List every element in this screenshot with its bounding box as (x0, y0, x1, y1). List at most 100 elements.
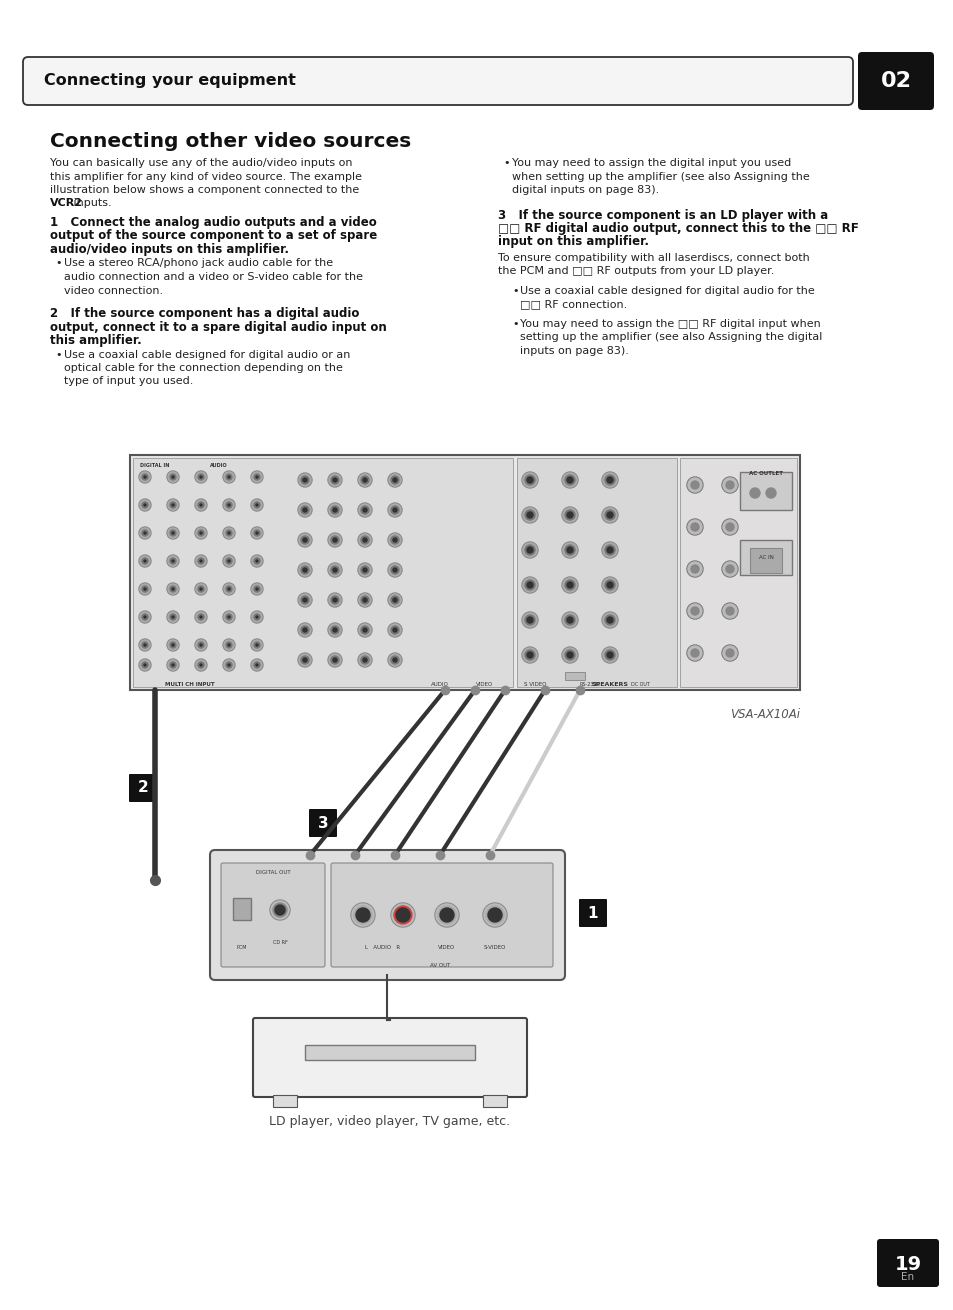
Circle shape (297, 593, 312, 607)
Circle shape (606, 512, 613, 517)
Circle shape (363, 538, 367, 542)
Circle shape (194, 472, 207, 483)
Circle shape (228, 616, 230, 618)
Circle shape (749, 489, 760, 498)
Circle shape (357, 563, 372, 576)
Circle shape (360, 656, 369, 664)
Circle shape (139, 555, 151, 567)
Circle shape (167, 527, 179, 538)
Circle shape (690, 607, 699, 614)
Circle shape (301, 626, 309, 634)
Text: S-VIDEO: S-VIDEO (483, 945, 506, 950)
Text: the PCM and □□ RF outputs from your LD player.: the PCM and □□ RF outputs from your LD p… (497, 266, 774, 276)
Text: setting up the amplifier (see also Assigning the digital: setting up the amplifier (see also Assig… (519, 333, 821, 342)
Circle shape (524, 545, 535, 555)
Circle shape (391, 596, 398, 604)
Circle shape (687, 520, 701, 534)
Circle shape (524, 614, 535, 625)
Circle shape (357, 533, 372, 548)
Circle shape (172, 476, 173, 478)
Circle shape (168, 555, 178, 566)
Circle shape (251, 472, 263, 483)
Circle shape (172, 504, 173, 506)
Circle shape (606, 652, 613, 658)
Circle shape (358, 565, 371, 576)
Circle shape (301, 536, 309, 544)
Circle shape (329, 654, 340, 665)
Circle shape (170, 502, 175, 508)
FancyBboxPatch shape (129, 774, 157, 802)
Circle shape (722, 478, 737, 493)
Circle shape (394, 907, 412, 924)
Circle shape (601, 542, 618, 558)
Circle shape (301, 596, 309, 604)
Circle shape (298, 504, 311, 516)
Text: S VIDEO: S VIDEO (523, 683, 546, 686)
Circle shape (439, 908, 454, 922)
Circle shape (562, 578, 577, 592)
Circle shape (393, 538, 396, 542)
FancyBboxPatch shape (578, 899, 606, 927)
Circle shape (140, 584, 150, 593)
Circle shape (329, 534, 340, 546)
FancyBboxPatch shape (857, 52, 933, 110)
Circle shape (226, 531, 232, 536)
FancyBboxPatch shape (210, 850, 564, 980)
Circle shape (363, 627, 367, 631)
Circle shape (391, 566, 398, 574)
Circle shape (391, 536, 398, 544)
Text: output, connect it to a spare digital audio input on: output, connect it to a spare digital au… (50, 321, 386, 334)
Circle shape (602, 613, 617, 627)
Circle shape (297, 563, 312, 576)
Circle shape (198, 502, 204, 508)
Circle shape (170, 558, 175, 565)
Circle shape (200, 588, 202, 590)
FancyBboxPatch shape (876, 1239, 938, 1286)
Circle shape (328, 652, 341, 667)
Circle shape (139, 472, 151, 483)
Text: SPEAKERS: SPEAKERS (591, 683, 628, 686)
Circle shape (329, 504, 340, 516)
Text: Connecting other video sources: Connecting other video sources (50, 132, 411, 151)
Text: AUDIO: AUDIO (210, 462, 228, 468)
Circle shape (226, 558, 232, 565)
Circle shape (562, 473, 577, 487)
Circle shape (526, 477, 533, 483)
Circle shape (170, 642, 175, 648)
Circle shape (686, 561, 702, 576)
Circle shape (482, 903, 506, 927)
Circle shape (273, 903, 287, 917)
Circle shape (144, 532, 146, 534)
Circle shape (602, 648, 617, 662)
Circle shape (566, 582, 573, 588)
Circle shape (255, 476, 257, 478)
Circle shape (228, 645, 230, 646)
Circle shape (388, 563, 401, 576)
Circle shape (521, 542, 537, 558)
Circle shape (142, 531, 148, 536)
Circle shape (255, 588, 257, 590)
Circle shape (687, 646, 701, 660)
Circle shape (170, 531, 175, 536)
Circle shape (601, 507, 618, 523)
Circle shape (521, 612, 537, 627)
Circle shape (389, 534, 400, 546)
Bar (749, 548, 781, 572)
Text: 1   Connect the analog audio outputs and a video: 1 Connect the analog audio outputs and a… (50, 216, 376, 229)
Text: MULTI CH INPUT: MULTI CH INPUT (165, 683, 214, 686)
Circle shape (255, 664, 257, 665)
Bar (482, 1095, 506, 1107)
Circle shape (395, 908, 410, 922)
Circle shape (303, 658, 307, 662)
Circle shape (329, 565, 340, 576)
Circle shape (328, 593, 341, 607)
Circle shape (601, 647, 618, 663)
Circle shape (224, 500, 233, 510)
Circle shape (142, 642, 148, 648)
Circle shape (765, 489, 775, 498)
Text: AC OUTLET: AC OUTLET (748, 472, 782, 476)
Circle shape (602, 508, 617, 521)
Circle shape (198, 614, 204, 620)
Text: inputs on page 83).: inputs on page 83). (519, 346, 628, 356)
Circle shape (436, 904, 457, 926)
